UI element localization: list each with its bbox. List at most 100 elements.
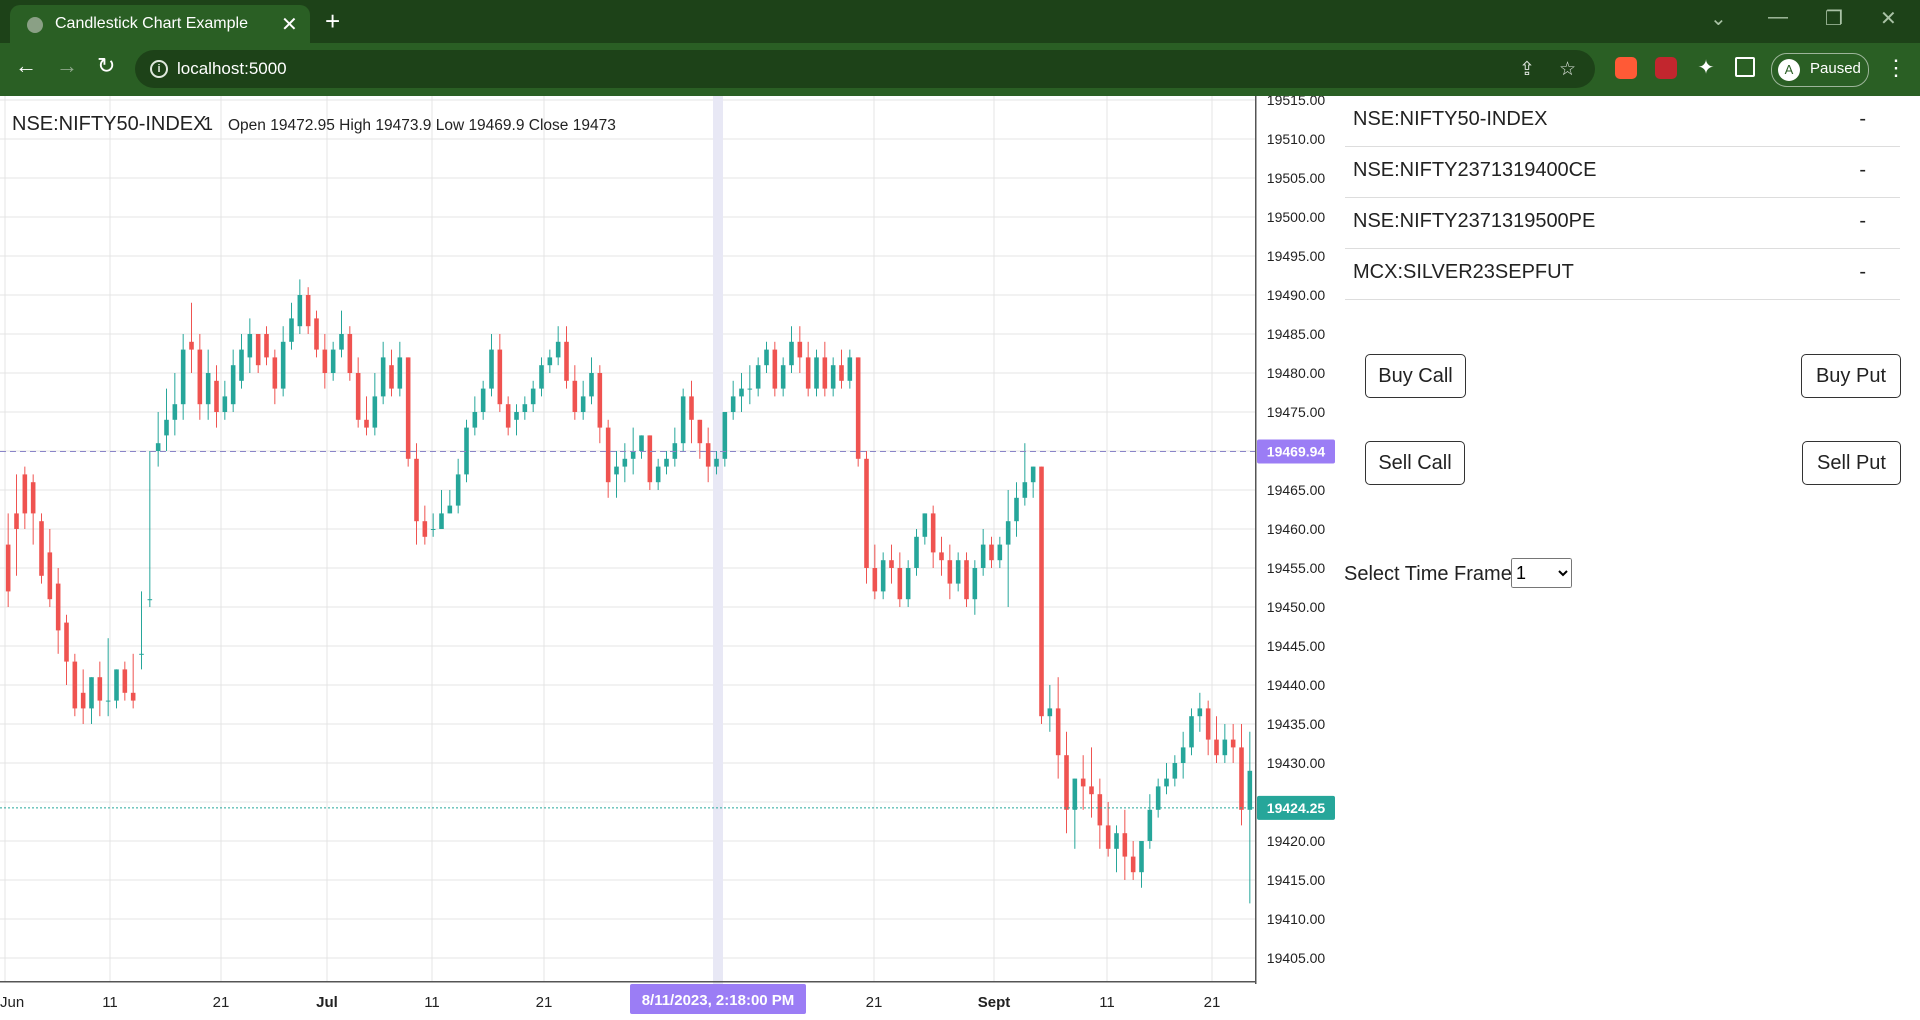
profile-button[interactable]: A Paused <box>1771 53 1869 87</box>
time-tick: Jun <box>0 994 24 1011</box>
back-icon[interactable]: ← <box>15 53 37 78</box>
candle-body <box>489 349 494 389</box>
browser-tab-bar: Candlestick Chart Example ✕ + ⌄ — ❐ ✕ <box>0 0 1920 43</box>
watchlist-row[interactable]: MCX:SILVER23SEPFUT - <box>1345 249 1900 300</box>
watchlist-row[interactable]: NSE:NIFTY2371319400CE - <box>1345 147 1900 198</box>
candle-body <box>1180 747 1186 763</box>
candle-body <box>355 373 361 420</box>
candle-body <box>439 513 444 529</box>
side-panel-icon[interactable] <box>1735 57 1755 77</box>
price-tick: 19405.00 <box>1267 950 1326 966</box>
candle-body <box>1205 708 1211 740</box>
time-tick: 21 <box>1204 994 1221 1011</box>
candle-body <box>530 388 536 405</box>
candle-body <box>372 396 378 428</box>
time-tick: 21 <box>536 994 553 1011</box>
extension-record-icon[interactable] <box>1615 57 1637 79</box>
watchlist-row[interactable]: NSE:NIFTY2371319500PE - <box>1345 198 1900 249</box>
price-tick: 19435.00 <box>1267 716 1326 732</box>
bookmark-star-icon[interactable]: ☆ <box>1559 59 1577 80</box>
tab-title: Candlestick Chart Example <box>55 15 248 32</box>
window-close-icon[interactable]: ✕ <box>1880 8 1897 30</box>
candle-body <box>789 341 794 366</box>
legend-symbol: NSE:NIFTY50-INDEX <box>12 113 206 135</box>
candle-body <box>755 365 761 389</box>
candle-body <box>197 349 203 405</box>
price-axis-border <box>1255 96 1257 984</box>
sell-call-button[interactable]: Sell Call <box>1365 441 1465 485</box>
minimize-icon[interactable]: — <box>1768 6 1788 28</box>
candle-body <box>539 365 544 389</box>
price-tick: 19455.00 <box>1267 560 1326 576</box>
candle-body <box>64 622 69 662</box>
candle-body <box>847 357 853 381</box>
candle-body <box>5 544 11 592</box>
restore-icon[interactable]: ❐ <box>1825 8 1843 30</box>
site-info-icon[interactable]: i <box>150 60 168 78</box>
timeframe-select[interactable]: 1 <box>1511 558 1572 588</box>
price-tick: 19505.00 <box>1267 170 1326 186</box>
url-text[interactable]: localhost:5000 <box>177 59 287 78</box>
candle-body <box>505 404 511 428</box>
price-tick: 19415.00 <box>1267 872 1326 888</box>
candle-body <box>139 653 144 655</box>
address-bar[interactable]: i localhost:5000 ⇪ ☆ <box>135 50 1595 88</box>
legend-interval: 1 <box>203 114 213 134</box>
candle-body <box>914 536 919 568</box>
candle-body <box>922 513 928 537</box>
forward-icon[interactable]: → <box>56 53 78 78</box>
buy-put-button[interactable]: Buy Put <box>1801 354 1901 398</box>
extensions-puzzle-icon[interactable]: ✦ <box>1697 57 1715 79</box>
candle-body <box>522 404 528 412</box>
candle-body <box>255 334 261 366</box>
crosshair-time-label: 8/11/2023, 2:18:00 PM <box>642 992 795 1009</box>
candle-body <box>805 357 811 389</box>
candle-body <box>989 544 994 561</box>
candle-body <box>264 334 269 358</box>
candle-body <box>947 560 953 584</box>
sell-put-button[interactable]: Sell Put <box>1802 441 1901 485</box>
browser-toolbar: ← → ↻ i localhost:5000 ⇪ ☆ <box>0 43 1920 96</box>
extension-adblock-icon[interactable] <box>1655 57 1677 79</box>
candle-body <box>347 334 353 373</box>
candle-body <box>72 661 78 709</box>
candle-body <box>89 677 94 709</box>
tab-search-icon[interactable]: ⌄ <box>1710 8 1727 30</box>
candle-body <box>155 443 161 451</box>
browser-tab[interactable]: Candlestick Chart Example ✕ <box>10 5 310 43</box>
candle-body <box>1155 786 1161 810</box>
candle-body <box>280 341 286 389</box>
reload-icon[interactable]: ↻ <box>97 53 116 78</box>
candle-body <box>230 365 236 405</box>
price-tick: 19430.00 <box>1267 755 1326 771</box>
candle-body <box>814 357 819 389</box>
buy-call-button[interactable]: Buy Call <box>1365 354 1466 398</box>
watchlist-row[interactable]: NSE:NIFTY50-INDEX - <box>1345 96 1900 147</box>
candle-body <box>114 669 119 701</box>
candle-body <box>639 435 644 451</box>
candle-body <box>997 544 1003 561</box>
candle-body <box>955 560 961 584</box>
candle-body <box>1139 841 1144 873</box>
candle-body <box>605 427 611 483</box>
time-tick: 21 <box>866 994 883 1011</box>
candle-body <box>339 334 344 350</box>
share-icon[interactable]: ⇪ <box>1519 59 1535 80</box>
candle-body <box>664 458 669 467</box>
last-price-label-bg <box>1257 795 1335 820</box>
symbol-price: - <box>1859 159 1866 181</box>
legend-ohlc: Open 19472.95 High 19473.9 Low 19469.9 C… <box>228 117 616 134</box>
close-tab-icon[interactable]: ✕ <box>281 14 298 36</box>
candle-body <box>739 388 744 397</box>
candle-body <box>905 568 911 600</box>
kebab-menu-icon[interactable]: ⋮ <box>1885 55 1907 80</box>
candle-body <box>1222 739 1228 756</box>
candle-body <box>497 349 503 405</box>
candle-body <box>205 373 211 405</box>
candle-body <box>305 295 311 327</box>
candle-body <box>772 349 778 389</box>
new-tab-icon[interactable]: + <box>325 6 341 36</box>
candlestick-chart[interactable]: 19515.00 19510.00 19505.00 19500.00 19495.00… <box>0 96 1340 1020</box>
time-tick: 21 <box>213 994 230 1011</box>
time-tick: 11 <box>424 994 440 1011</box>
